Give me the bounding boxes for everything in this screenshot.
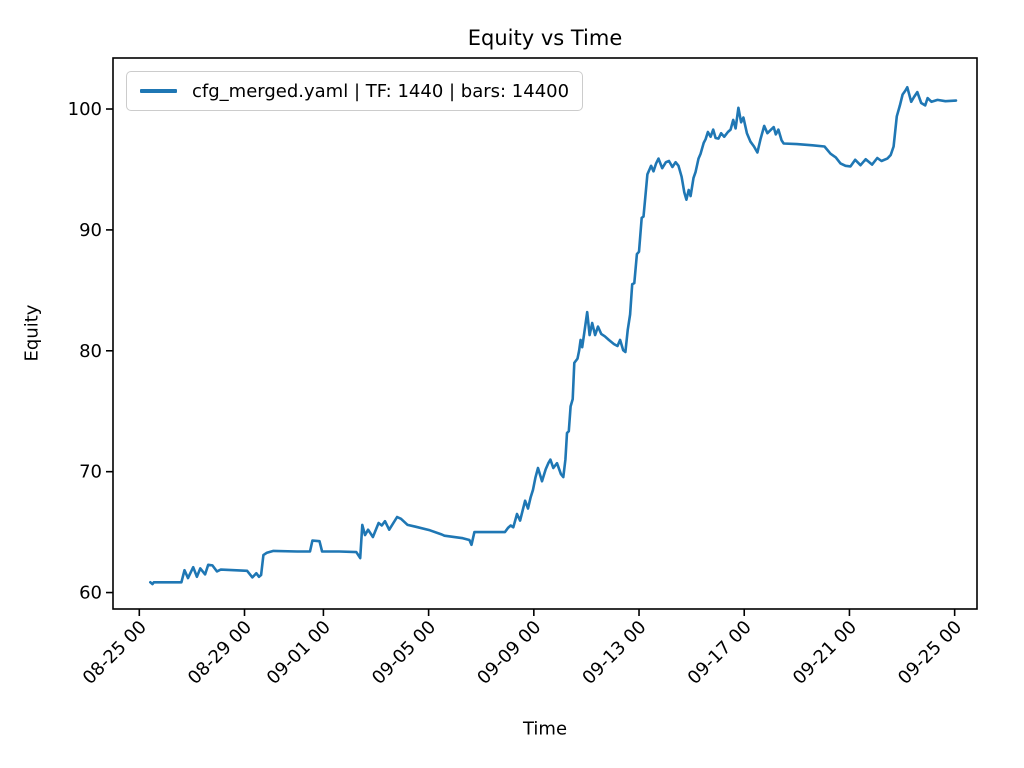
x-tick-label: 08-25 00 xyxy=(79,617,151,689)
x-axis-label: Time xyxy=(522,718,568,740)
x-tick-label: 09-21 00 xyxy=(789,617,861,689)
legend-label: cfg_merged.yaml | TF: 1440 | bars: 14400 xyxy=(192,80,570,102)
x-tick-label: 09-09 00 xyxy=(473,617,545,689)
y-tick-label: 90 xyxy=(79,220,102,241)
y-tick-label: 70 xyxy=(79,462,102,483)
x-tick-label: 08-29 00 xyxy=(184,617,256,689)
y-tick-label: 60 xyxy=(79,583,102,604)
legend: cfg_merged.yaml | TF: 1440 | bars: 14400 xyxy=(126,71,584,111)
x-tick-label: 09-01 00 xyxy=(263,617,335,689)
y-tick-label: 100 xyxy=(68,99,102,120)
x-tick-label: 09-17 00 xyxy=(684,617,756,689)
y-tick-label: 80 xyxy=(79,341,102,362)
x-tick-label: 09-13 00 xyxy=(578,617,650,689)
x-tick-label: 09-25 00 xyxy=(894,617,966,689)
legend-line-swatch xyxy=(140,89,177,93)
x-tick-label: 09-05 00 xyxy=(368,617,440,689)
y-axis-label: Equity xyxy=(21,304,43,362)
axes-spines xyxy=(112,57,978,610)
equity-line xyxy=(149,86,958,586)
chart-title: Equity vs Time xyxy=(467,26,623,50)
